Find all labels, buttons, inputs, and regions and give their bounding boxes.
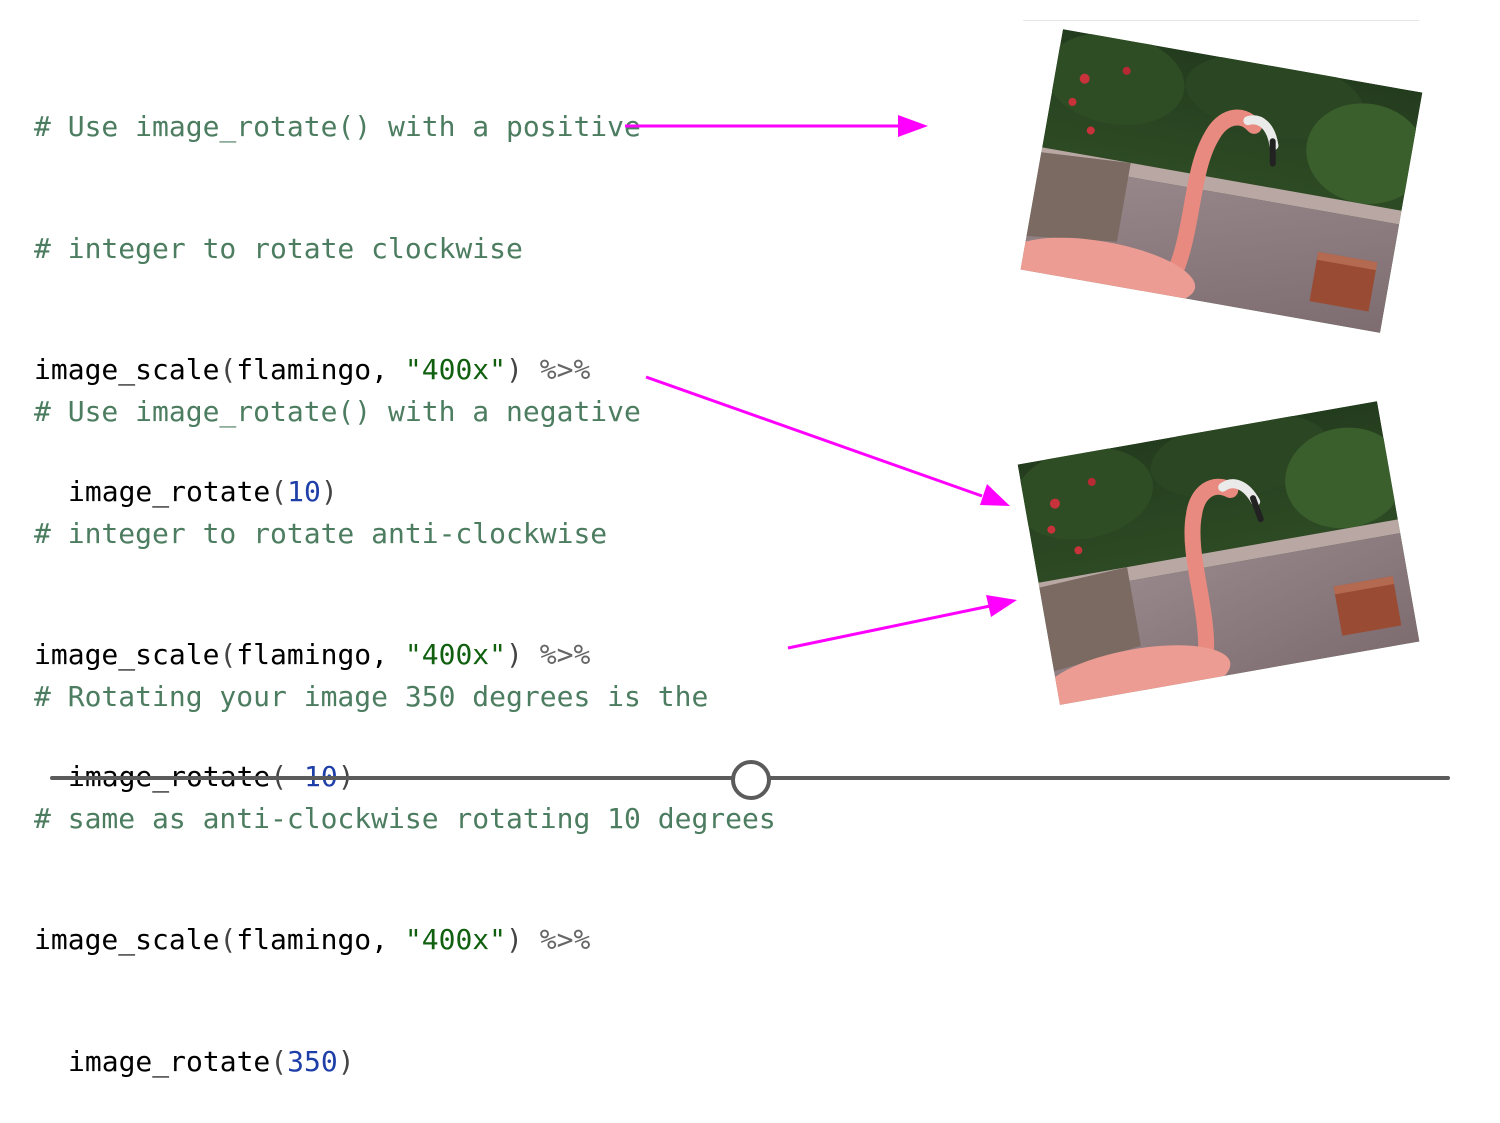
function-name: image_rotate	[68, 1044, 271, 1078]
slide-progress-handle[interactable]	[731, 760, 771, 800]
argument: flamingo,	[236, 638, 405, 671]
paren: (	[270, 1044, 288, 1078]
code-comment: # same as anti-clockwise rotating 10 deg…	[34, 801, 776, 835]
code-comment: # Use image_rotate() with a negative	[34, 395, 641, 428]
function-name: image_scale	[34, 923, 220, 956]
code-block-350-rotation: # Rotating your image 350 degrees is the…	[34, 596, 776, 1123]
paren: )	[506, 353, 523, 386]
paren: (	[219, 353, 237, 386]
arrow-2	[645, 375, 1010, 506]
paren: )	[320, 474, 338, 508]
string-literal: "400x"	[404, 353, 507, 386]
paren: )	[506, 638, 523, 671]
code-comment: # integer to rotate clockwise	[34, 231, 523, 265]
number-literal: 10	[287, 474, 321, 508]
number-literal: 350	[287, 1044, 338, 1078]
paren: )	[337, 1044, 355, 1078]
string-literal: "400x"	[404, 923, 507, 956]
code-comment: # integer to rotate anti-clockwise	[34, 516, 608, 550]
code-line-scale: image_scale(flamingo, "400x") %>%	[34, 350, 641, 391]
arrow-3	[787, 595, 1017, 650]
flamingo-photo-rotated-anticlockwise	[1017, 401, 1420, 705]
code-line-rotate: image_rotate(350)	[34, 1042, 776, 1083]
string-literal: "400x"	[404, 638, 507, 671]
function-name: image_scale	[34, 353, 220, 386]
code-comment: # Rotating your image 350 degrees is the	[34, 680, 709, 713]
pipe-operator: %>%	[522, 638, 591, 671]
code-comment: # Use image_rotate() with a positive	[34, 110, 641, 143]
code-block-positive-rotation: # Use image_rotate() with a positive # i…	[34, 26, 641, 553]
flamingo-photo-rotated-clockwise	[1020, 29, 1423, 333]
paren: (	[270, 474, 288, 508]
argument: flamingo,	[236, 923, 405, 956]
paren: )	[506, 923, 523, 956]
paren: (	[219, 923, 237, 956]
pipe-operator: %>%	[522, 923, 591, 956]
function-name: image_scale	[34, 638, 220, 671]
arrow-1	[625, 115, 928, 137]
code-line-scale: image_scale(flamingo, "400x") %>%	[34, 920, 776, 961]
paren: (	[219, 638, 237, 671]
pipe-operator: %>%	[522, 353, 591, 386]
argument: flamingo,	[236, 353, 405, 386]
code-line-rotate: image_rotate(10)	[34, 472, 641, 513]
code-line-scale: image_scale(flamingo, "400x") %>%	[34, 635, 641, 676]
function-name: image_rotate	[68, 474, 271, 508]
